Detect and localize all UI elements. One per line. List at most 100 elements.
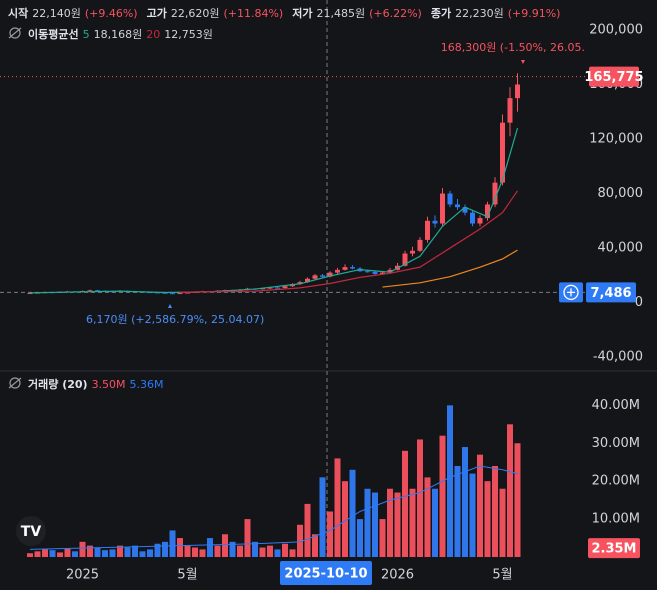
current-price-badge: 165,775 (584, 70, 643, 85)
candle-body (455, 204, 460, 208)
svg-text:TV: TV (21, 524, 42, 540)
volume-legend-value: 3.50M (91, 377, 126, 391)
volume-bar (94, 547, 101, 557)
candle-body (170, 293, 175, 295)
candle-body (342, 267, 348, 270)
x-tick-label: 2026 (381, 568, 414, 583)
volume-bar (469, 473, 476, 557)
ohlc-value: 22,230원 (455, 7, 504, 20)
volume-current-badge-bg (588, 538, 640, 559)
candle-body (447, 193, 453, 205)
volume-legend: 거래량 (20) 3.50M 5.36M (28, 376, 164, 392)
volume-bar (252, 541, 258, 557)
candle-body (485, 204, 490, 219)
volume-bar (117, 545, 123, 557)
volume-bar (154, 543, 161, 557)
volume-bar (162, 541, 168, 557)
volume-bar (229, 541, 236, 557)
volume-bar (319, 477, 326, 557)
volume-bar (207, 538, 213, 557)
volume-bar (454, 466, 461, 557)
candle-body (372, 271, 378, 274)
candle-body (335, 269, 340, 273)
candle-body (267, 287, 273, 289)
volume-bar (507, 424, 513, 557)
candle-body (380, 272, 385, 274)
y-tick-label: 200,000 (589, 22, 643, 37)
y-tick-label: 0 (635, 295, 643, 310)
y-tick-label: 30.00M (592, 436, 640, 451)
volume-bar (267, 545, 273, 557)
y-tick-label: 20.00M (592, 474, 640, 489)
ohlc-change: (+6.22%) (369, 6, 422, 20)
candle-body (425, 220, 430, 240)
volume-bar (244, 519, 251, 557)
y-tick-label: 40,000 (598, 241, 644, 256)
volume-bar (214, 545, 221, 557)
moving-average-line (179, 190, 518, 293)
volume-bar (282, 543, 288, 557)
candle-body (440, 193, 445, 224)
ohlc-label: 종가 (430, 7, 452, 20)
candle-body (410, 250, 415, 254)
volume-bar (132, 545, 138, 557)
crosshair-price-badge: 7,486 (590, 286, 631, 301)
x-tick-label: 5월 (492, 568, 512, 583)
candle-body (312, 275, 318, 279)
volume-bar (42, 549, 48, 557)
candle-body (417, 239, 423, 251)
y-tick-label: 80,000 (598, 186, 644, 201)
y-tick-label: 40.00M (592, 398, 640, 413)
volume-eye-icon[interactable] (8, 377, 22, 389)
volume-bar (102, 550, 108, 557)
volume-bar (409, 488, 416, 557)
candle-body (432, 220, 438, 224)
volume-bar (424, 477, 431, 557)
volume-bar (432, 488, 438, 557)
volume-bar (237, 545, 243, 557)
volume-bar (64, 548, 71, 557)
candle-body (365, 271, 370, 273)
volume-bar (297, 524, 303, 557)
volume-ma-line (29, 465, 518, 550)
volume-bar (334, 458, 341, 557)
volume-bar (199, 549, 206, 557)
volume-bar (139, 551, 146, 557)
volume-bar (439, 435, 446, 557)
volume-bar (289, 549, 296, 557)
low-annotation: 6,170원 (+2,586.79%, 25.04.07) (86, 313, 264, 326)
candle-body (350, 267, 355, 269)
candle-body (462, 207, 468, 213)
high-annotation-arrow (521, 60, 525, 64)
volume-bar (274, 549, 281, 557)
candle-body (492, 182, 498, 205)
add-button-circle (563, 284, 579, 301)
ma-eye-icon[interactable] (8, 27, 22, 39)
candle-body (275, 287, 280, 289)
ohlc-value: 21,485원 (316, 7, 366, 20)
volume-bar (462, 447, 468, 557)
volume-bar (79, 541, 86, 557)
ma-name: 5 (82, 27, 90, 41)
candle-body (177, 293, 183, 295)
moving-average-line (382, 249, 518, 288)
volume-bar (387, 488, 393, 557)
volume-current-badge: 2.35M (591, 542, 636, 557)
volume-bar (304, 503, 311, 557)
volume-bar (514, 443, 521, 557)
volume-bar (327, 511, 333, 557)
y-tick-label: 10.00M (592, 512, 640, 527)
volume-bar (312, 534, 318, 557)
candle-body (282, 286, 288, 288)
volume-bar (57, 552, 63, 557)
volume-bar (379, 519, 386, 557)
volume-bar (364, 488, 371, 557)
volume-bar (259, 547, 266, 557)
ohlc-label: 고가 (146, 7, 167, 20)
candle-body (305, 278, 310, 283)
logo[interactable]: TV (16, 516, 46, 546)
add-button[interactable] (559, 282, 583, 303)
ohlc-change: (+9.91%) (507, 6, 561, 20)
candle-body (185, 292, 190, 294)
